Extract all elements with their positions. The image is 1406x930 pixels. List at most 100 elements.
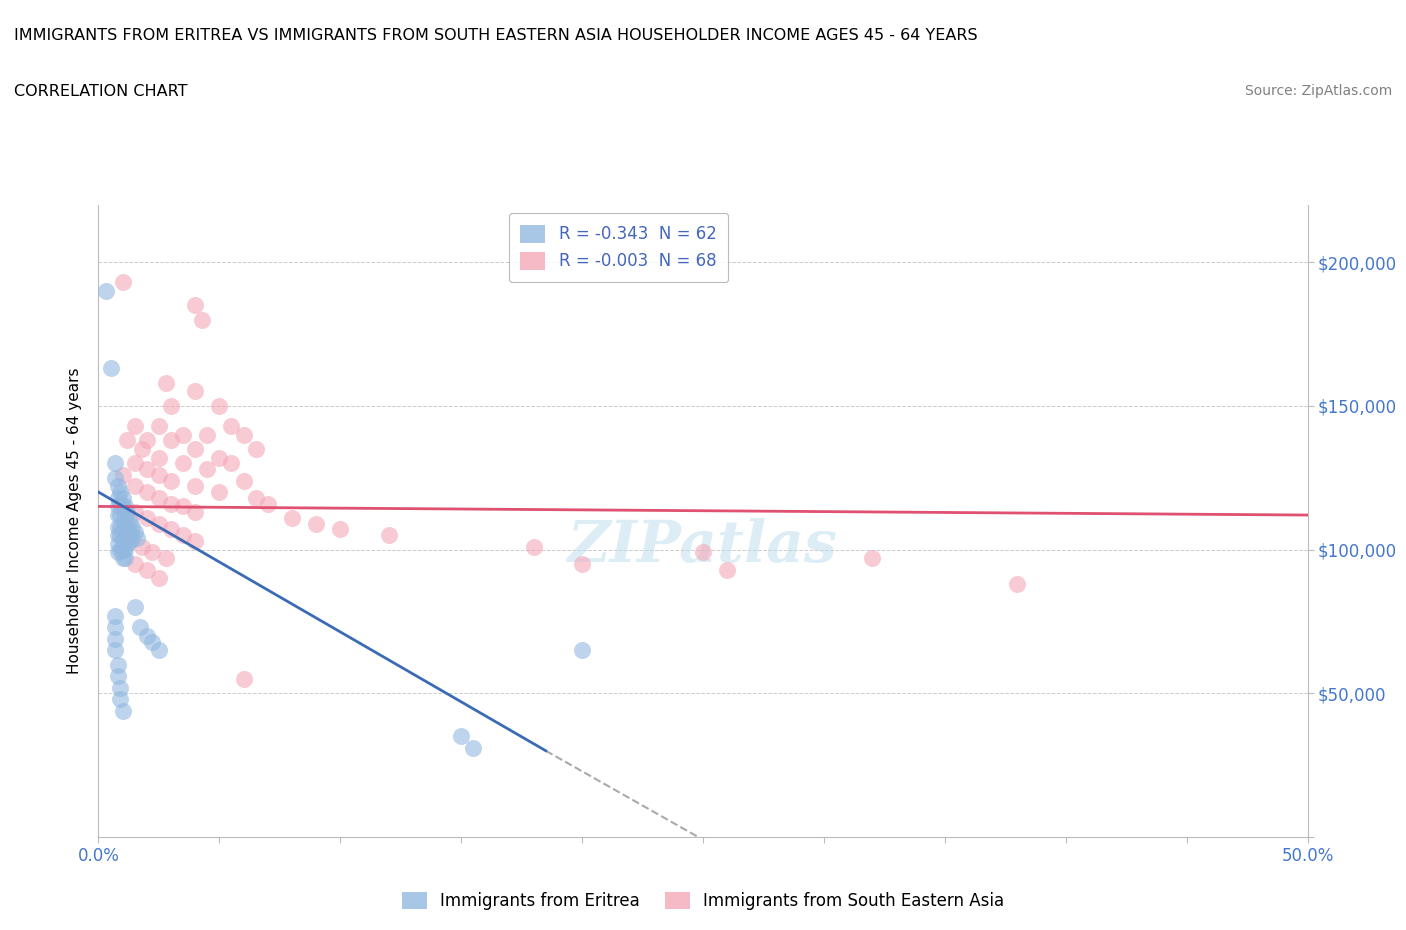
Point xyxy=(208,450,231,465)
Point xyxy=(184,442,207,457)
Point xyxy=(172,499,194,514)
Point xyxy=(256,496,278,511)
Point xyxy=(281,511,304,525)
Point xyxy=(148,468,170,483)
Point xyxy=(118,525,141,539)
Point xyxy=(148,516,170,531)
Point xyxy=(117,534,139,549)
Point xyxy=(111,551,134,565)
Point xyxy=(108,680,131,695)
Point xyxy=(232,671,254,686)
Point xyxy=(114,551,136,565)
Point xyxy=(208,485,231,499)
Point xyxy=(111,542,134,557)
Point xyxy=(107,479,129,494)
Point xyxy=(124,525,146,539)
Point xyxy=(104,643,127,658)
Point xyxy=(172,427,194,442)
Point xyxy=(107,537,129,551)
Point xyxy=(117,527,139,542)
Point xyxy=(104,471,127,485)
Point xyxy=(117,505,139,520)
Point xyxy=(245,442,267,457)
Point xyxy=(107,527,129,542)
Point xyxy=(107,669,129,684)
Point xyxy=(124,418,146,433)
Point xyxy=(111,468,134,483)
Point xyxy=(124,479,146,494)
Point xyxy=(135,563,157,578)
Point xyxy=(121,519,143,534)
Point xyxy=(108,519,131,534)
Point xyxy=(692,545,714,560)
Point xyxy=(108,542,131,557)
Point xyxy=(135,511,157,525)
Point xyxy=(135,485,157,499)
Point xyxy=(184,384,207,399)
Point xyxy=(104,456,127,471)
Point xyxy=(195,461,218,476)
Legend: Immigrants from Eritrea, Immigrants from South Eastern Asia: Immigrants from Eritrea, Immigrants from… xyxy=(395,885,1011,917)
Point xyxy=(141,634,163,649)
Y-axis label: Householder Income Ages 45 - 64 years: Householder Income Ages 45 - 64 years xyxy=(67,367,83,674)
Point xyxy=(114,522,136,537)
Point xyxy=(716,563,738,578)
Point xyxy=(148,490,170,505)
Text: ZIPatlas: ZIPatlas xyxy=(568,518,838,575)
Point xyxy=(118,534,141,549)
Point xyxy=(148,571,170,586)
Point xyxy=(107,519,129,534)
Point xyxy=(111,490,134,505)
Point xyxy=(377,527,399,542)
Point xyxy=(245,490,267,505)
Point xyxy=(107,545,129,560)
Point xyxy=(232,473,254,488)
Point xyxy=(107,490,129,505)
Point xyxy=(155,376,177,391)
Text: CORRELATION CHART: CORRELATION CHART xyxy=(14,84,187,99)
Point xyxy=(117,516,139,531)
Point xyxy=(107,658,129,672)
Point xyxy=(108,692,131,707)
Point xyxy=(117,537,139,551)
Point xyxy=(124,505,146,520)
Point xyxy=(232,427,254,442)
Point xyxy=(111,274,134,289)
Point xyxy=(118,513,141,528)
Point xyxy=(1007,577,1029,591)
Point xyxy=(160,398,183,413)
Point xyxy=(111,703,134,718)
Point xyxy=(94,284,117,299)
Point xyxy=(305,516,328,531)
Point xyxy=(135,629,157,644)
Point xyxy=(463,740,485,755)
Point xyxy=(117,432,139,447)
Point xyxy=(131,442,153,457)
Point xyxy=(124,556,146,571)
Point xyxy=(221,456,243,471)
Point xyxy=(184,479,207,494)
Point xyxy=(108,527,131,542)
Point xyxy=(184,505,207,520)
Point xyxy=(172,456,194,471)
Point xyxy=(104,631,127,646)
Point xyxy=(111,499,134,514)
Point xyxy=(195,427,218,442)
Point xyxy=(114,531,136,546)
Point xyxy=(107,499,129,514)
Point xyxy=(114,542,136,557)
Point xyxy=(160,522,183,537)
Point xyxy=(124,600,146,615)
Point xyxy=(208,398,231,413)
Point xyxy=(571,643,593,658)
Point xyxy=(121,531,143,546)
Point xyxy=(160,473,183,488)
Point xyxy=(108,485,131,499)
Point xyxy=(148,418,170,433)
Text: Source: ZipAtlas.com: Source: ZipAtlas.com xyxy=(1244,84,1392,98)
Point xyxy=(172,527,194,542)
Point xyxy=(191,312,214,327)
Point xyxy=(127,531,149,546)
Point xyxy=(111,522,134,537)
Point xyxy=(108,508,131,523)
